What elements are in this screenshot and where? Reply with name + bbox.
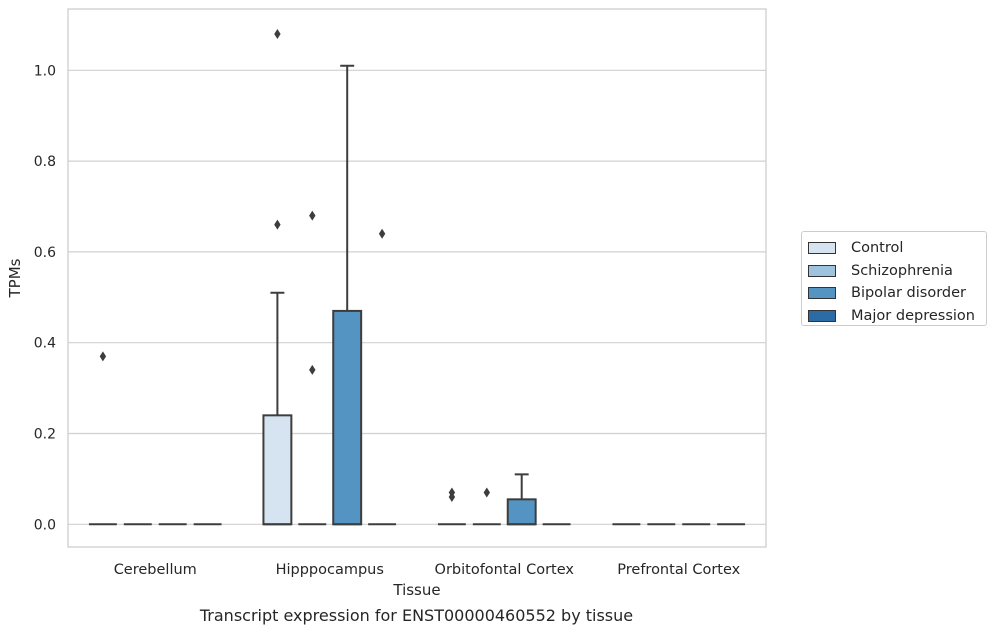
y-tick-label: 1.0 [34,63,56,79]
box [332,64,363,526]
box-body [506,498,537,526]
legend-label-control: Control [851,240,904,257]
box [298,210,327,526]
x-tick-label: Hipppocampus [276,562,384,578]
legend-swatch-control [808,242,836,255]
x-tick-label: Orbitofontal Cortex [435,562,575,578]
legend-item-schizophrenia: Schizophrenia [808,260,986,283]
legend-item-bipolar-disorder: Bipolar disorder [808,282,986,305]
y-tick-label: 0.2 [34,426,56,442]
y-tick-label: 0.0 [34,517,56,533]
legend-swatch-major-depression [808,309,836,322]
outlier-point [378,228,386,239]
box [262,28,293,526]
legend: Control Schizophrenia Bipolar disorder M… [801,231,987,326]
y-tick-label: 0.6 [34,245,56,261]
y-tick-labels: 0.0 0.2 0.4 0.6 0.8 1.0 [34,63,56,533]
plot-frame [67,8,767,548]
box [437,487,466,526]
outlier-point [483,487,490,498]
y-axis-label: TPMs [6,258,24,298]
y-tick-label: 0.8 [34,154,56,170]
legend-item-major-depression: Major depression [808,305,986,328]
box [368,228,397,526]
box-body [332,309,363,526]
chart-caption: Transcript expression for ENST0000046055… [199,606,634,625]
outlier-point [99,351,107,362]
legend-swatch-bipolar-disorder [808,287,836,300]
legend-label-schizophrenia: Schizophrenia [851,262,953,279]
x-tick-labels: Cerebellum Hipppocampus Orbitofontal Corte… [114,562,741,578]
gridlines [68,69,766,525]
legend-label-major-depression: Major depression [851,307,975,324]
box-body [262,414,293,526]
box [472,487,501,526]
legend-swatch-schizophrenia [808,264,836,277]
box [506,473,537,526]
x-tick-label: Cerebellum [114,562,197,578]
outlier-point [448,487,456,498]
outlier-point [274,28,281,39]
legend-label-bipolar-disorder: Bipolar disorder [851,285,966,302]
legend-item-control: Control [808,237,986,260]
x-tick-label: Prefrontal Cortex [617,562,740,578]
outlier-point [309,364,316,375]
outlier-point [274,219,281,230]
box [88,351,117,526]
box-series [88,28,746,526]
x-axis-label: Tissue [392,581,440,599]
y-tick-label: 0.4 [34,336,56,352]
outlier-point [309,210,316,221]
